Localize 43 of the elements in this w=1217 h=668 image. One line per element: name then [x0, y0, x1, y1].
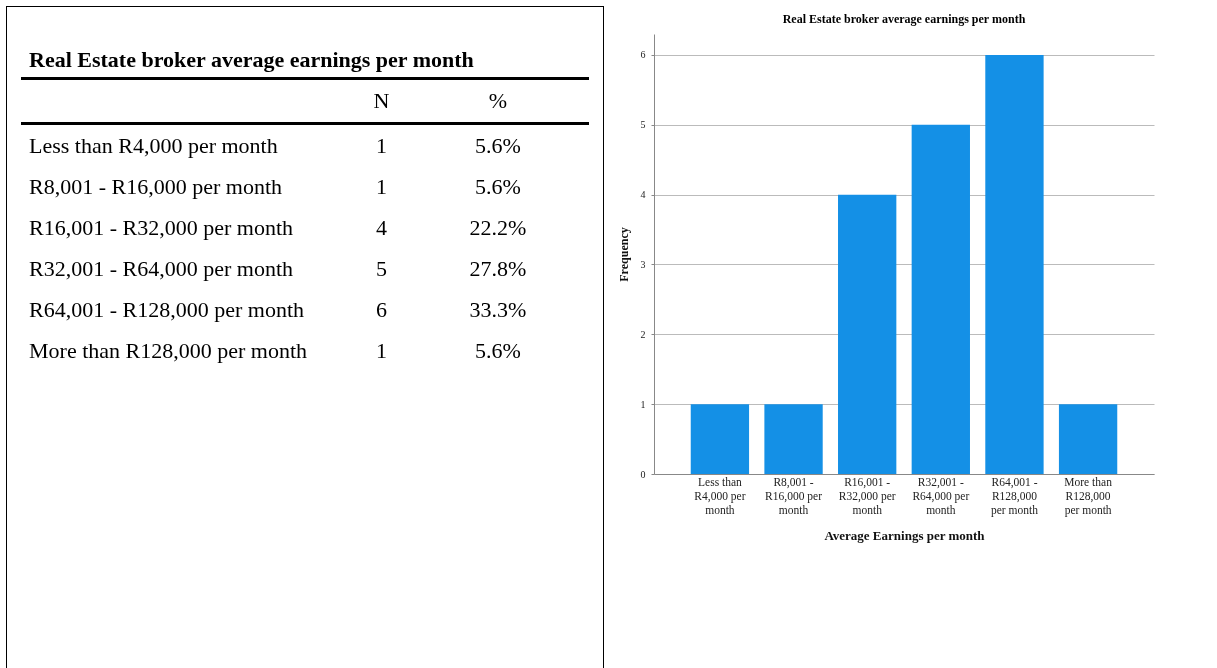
x-axis-title: Average Earnings per month	[824, 528, 986, 543]
bar	[690, 404, 750, 474]
y-tick-label: 6	[640, 49, 646, 61]
text: %	[406, 78, 589, 124]
text: R64,001 - R128,000 per month	[28, 296, 305, 324]
bar	[1058, 404, 1118, 474]
x-tick-label: More than R128,000 per month	[1064, 475, 1113, 517]
y-tick-label: 3	[640, 258, 646, 270]
text: Less than R4,000 per month	[28, 132, 279, 160]
bar	[911, 124, 970, 474]
bar	[985, 54, 1044, 474]
text: 1	[374, 173, 388, 201]
text: More than R128,000 per month	[28, 337, 309, 365]
text: 1	[374, 132, 388, 160]
x-tick-label: R32,001 - R64,000 per month	[912, 475, 970, 516]
text: 33.3%	[468, 296, 528, 324]
bar	[838, 194, 897, 474]
x-tick-label: R8,001 - R16,000 per month	[765, 475, 823, 516]
text: 27.8%	[468, 255, 528, 283]
y-tick-label: 2	[640, 328, 646, 340]
text: 1	[374, 337, 388, 365]
text: N	[356, 78, 407, 124]
text: R32,001 - R64,000 per month	[28, 255, 294, 283]
text: 6	[374, 296, 388, 324]
bar	[764, 404, 823, 474]
text: Real Estate broker average earnings per month	[29, 46, 475, 74]
y-tick-label: 1	[640, 398, 646, 410]
y-tick-label: 0	[640, 468, 646, 480]
text: R8,001 - R16,000 per month	[28, 173, 283, 201]
text: 5.6%	[474, 173, 522, 201]
y-axis-title: Frequency	[616, 227, 631, 282]
text: R16,001 - R32,000 per month	[28, 214, 294, 242]
text: 4	[374, 214, 388, 242]
y-tick-label: 5	[640, 119, 646, 131]
text: 5	[374, 255, 388, 283]
text: 5.6%	[474, 337, 522, 365]
chart-title: Real Estate broker average earnings per month	[782, 12, 1026, 26]
x-tick-label: R64,001 - R128,000 per month	[990, 475, 1039, 517]
x-tick-label: R16,001 - R32,000 per month	[838, 475, 896, 516]
x-tick-label: Less than R4,000 per month	[694, 475, 746, 516]
text: 22.2%	[468, 214, 528, 242]
text: 5.6%	[474, 132, 522, 160]
y-tick-label: 4	[640, 189, 646, 201]
